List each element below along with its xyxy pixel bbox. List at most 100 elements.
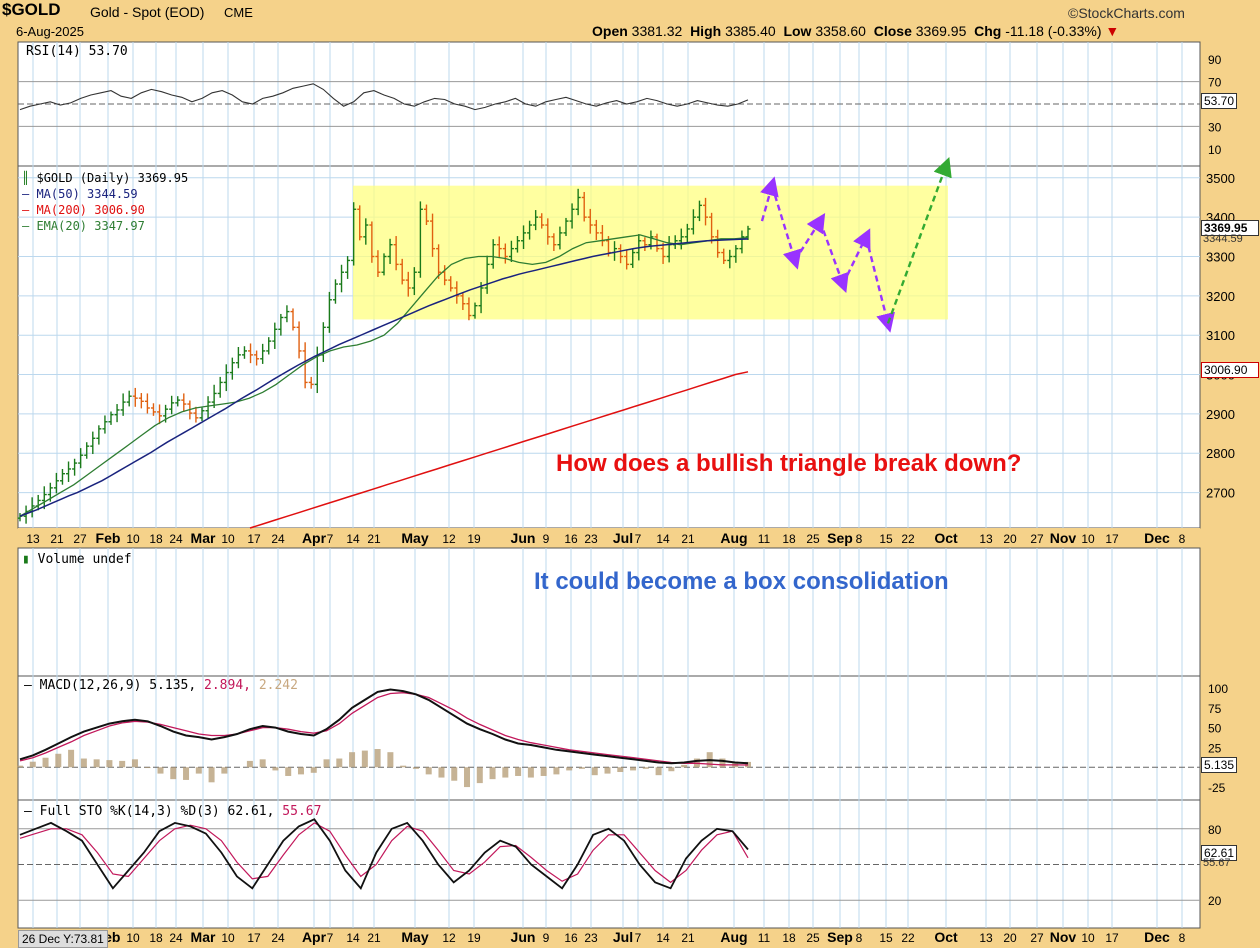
annotation-question: How does a bullish triangle break down? xyxy=(556,450,1022,477)
x-tick-label: 27 xyxy=(1030,931,1044,945)
macd-hist-bar xyxy=(119,760,126,768)
x-tick-label: 10 xyxy=(1081,532,1095,546)
low-value: 3358.60 xyxy=(815,23,866,39)
x-tick-label: 18 xyxy=(149,931,163,945)
down-triangle-icon: ▼ xyxy=(1105,23,1120,39)
ma200-value-tag: 3006.90 xyxy=(1201,362,1259,378)
rsi-label: RSI(14) 53.70 xyxy=(26,44,128,59)
ohlc-readout: Open 3381.32 High 3385.40 Low 3358.60 Cl… xyxy=(592,23,1119,39)
ema20-line xyxy=(19,234,749,517)
x-tick-label: 19 xyxy=(467,532,481,546)
ma-value-tag: 3344.59 xyxy=(1203,233,1243,245)
macd-hist-bar xyxy=(55,753,62,768)
projection-swing-arrow xyxy=(864,236,895,333)
legend-ema20: — EMA(20) 3347.97 xyxy=(22,219,145,233)
price-tick-label: 3300 xyxy=(1206,250,1235,265)
macd-hist-bar xyxy=(400,765,407,768)
x-tick-label: Aug xyxy=(720,530,747,546)
x-tick-label: 8 xyxy=(856,931,863,945)
macd-hist-bar xyxy=(681,764,688,768)
macd-hist-bar xyxy=(106,760,113,768)
x-tick-label: 22 xyxy=(901,931,915,945)
macd-hist-bar xyxy=(630,767,637,771)
macd-hist-bar xyxy=(323,759,330,768)
x-tick-label: 8 xyxy=(1179,931,1186,945)
legend-ema20-text: EMA(20) 3347.97 xyxy=(36,219,145,233)
x-tick-label: 21 xyxy=(681,532,695,546)
x-tick-label: 16 xyxy=(564,532,578,546)
macd-hist-bar xyxy=(617,767,624,773)
macd-hist-bar xyxy=(42,757,49,768)
macd-hist-bar xyxy=(425,767,432,775)
macd-hist-bar xyxy=(553,767,560,775)
x-tick-label: 24 xyxy=(169,931,183,945)
symbol-title: $GOLD xyxy=(2,0,61,19)
x-tick-label: 7 xyxy=(327,532,334,546)
price-tick-label: 2700 xyxy=(1206,486,1235,501)
rsi-tick-label: 10 xyxy=(1208,143,1222,157)
macd-hist-bar xyxy=(246,760,253,768)
x-tick-label: Nov xyxy=(1050,530,1077,546)
x-tick-label: Sep xyxy=(827,929,853,945)
legend-ma200-text: MA(200) 3006.90 xyxy=(36,203,145,217)
x-tick-label: 11 xyxy=(758,931,771,945)
macd-signal-line xyxy=(19,692,749,766)
sto-label-d: 55.67 xyxy=(282,804,322,819)
macd-hist-bar xyxy=(285,767,292,776)
macd-hist-bar xyxy=(719,758,726,768)
x-tick-label: Feb xyxy=(96,530,121,546)
volume-bars-icon: ▮ xyxy=(22,552,30,567)
x-tick-label: 9 xyxy=(543,931,550,945)
macd-hist-bar xyxy=(668,767,675,772)
price-tick-label: 3500 xyxy=(1206,171,1235,186)
ma200-line xyxy=(249,371,749,529)
price-tick-label: 2800 xyxy=(1206,446,1235,461)
high-value: 3385.40 xyxy=(725,23,776,39)
x-tick-label: 10 xyxy=(126,532,140,546)
x-tick-label: 18 xyxy=(782,931,796,945)
macd-hist-bar xyxy=(183,767,190,780)
x-tick-label: 10 xyxy=(221,931,235,945)
macd-label-signal: 2.894, xyxy=(204,678,251,693)
macd-hist-bar xyxy=(374,749,381,768)
x-tick-label: 12 xyxy=(442,532,456,546)
x-axis-strip xyxy=(18,528,1200,548)
x-tick-label: 25 xyxy=(806,931,820,945)
chg-label: Chg xyxy=(974,23,1002,39)
x-tick-label: Jul xyxy=(613,530,633,546)
legend-ma50: — MA(50) 3344.59 xyxy=(22,187,138,201)
open-label: Open xyxy=(592,23,628,39)
macd-line xyxy=(19,688,749,765)
projection-swing-arrow xyxy=(760,176,779,222)
macd-tick-label: 50 xyxy=(1208,722,1222,736)
symbol-name: Gold - Spot (EOD) xyxy=(90,4,205,20)
candle-icon: ║ xyxy=(22,171,30,185)
sto-d-line xyxy=(19,822,749,884)
projection-swing-arrow xyxy=(793,212,826,262)
sto-tick-label: 20 xyxy=(1208,894,1222,908)
x-tick-label: 7 xyxy=(327,931,334,945)
x-tick-label: 17 xyxy=(247,532,261,546)
x-tick-label: 24 xyxy=(169,532,183,546)
x-tick-label: 8 xyxy=(1179,532,1186,546)
sto-k-line xyxy=(19,818,749,890)
macd-tick-label: -25 xyxy=(1208,781,1226,795)
x-tick-label: 14 xyxy=(346,931,360,945)
projection-swing-arrow xyxy=(770,185,802,270)
x-tick-label: May xyxy=(401,530,428,546)
x-tick-label: 11 xyxy=(758,532,771,546)
projection-breakout-arrow xyxy=(886,156,952,324)
indicator-lines-layer xyxy=(19,234,749,529)
macd-hist-bar xyxy=(642,767,649,769)
macd-label: — MACD(12,26,9) 5.135, 2.894, 2.242 xyxy=(24,678,298,693)
x-tick-label: May xyxy=(401,929,428,945)
x-tick-label: 23 xyxy=(584,931,598,945)
rsi-tick-label: 30 xyxy=(1208,120,1222,134)
chart-date: 6-Aug-2025 xyxy=(16,24,84,39)
x-tick-label: 7 xyxy=(635,931,642,945)
x-tick-label: 25 xyxy=(806,532,820,546)
price-tick-label: 3100 xyxy=(1206,328,1235,343)
macd-label-main: MACD(12,26,9) 5.135, xyxy=(39,678,197,693)
x-tick-label: 21 xyxy=(681,931,695,945)
macd-panel xyxy=(17,675,1201,801)
